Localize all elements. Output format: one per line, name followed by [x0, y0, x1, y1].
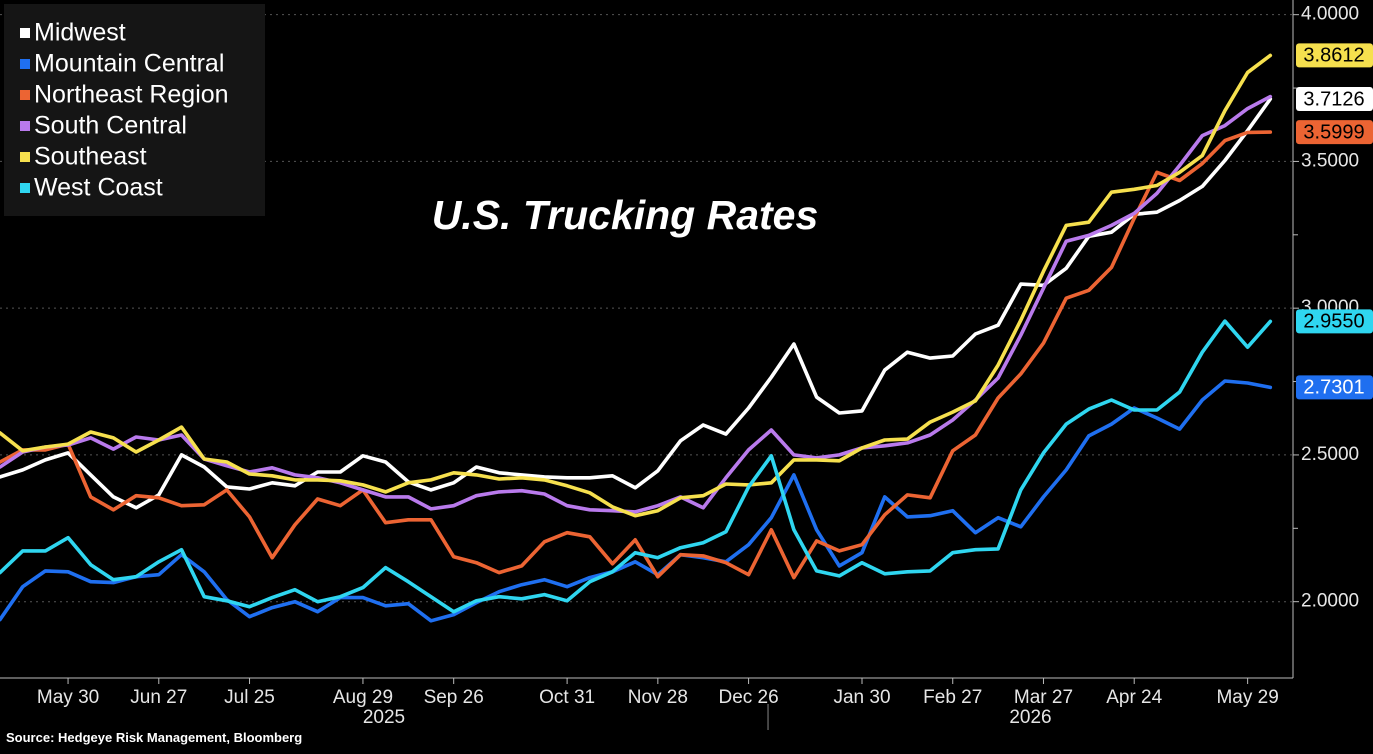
y-tick-label: 3.5000 [1301, 150, 1359, 171]
end-label: 3.8612 [1303, 45, 1364, 67]
x-tick-label: Feb 27 [923, 687, 982, 708]
legend-label: Mountain Central [34, 50, 224, 78]
end-label: 3.7126 [1303, 88, 1364, 110]
x-tick-label: Dec 26 [718, 687, 778, 708]
end-label: 3.5999 [1303, 121, 1364, 143]
series-line [0, 53, 1273, 518]
x-tick-label: Aug 29 [333, 687, 393, 708]
legend-label: Northeast Region [34, 81, 229, 109]
end-label: 2.7301 [1303, 377, 1364, 399]
x-tick-label: Sep 26 [424, 687, 484, 708]
x-tick-label: Mar 27 [1014, 687, 1073, 708]
end-label-box [1296, 87, 1373, 112]
end-label-box [1296, 120, 1373, 145]
series-line [0, 319, 1273, 614]
legend-swatch [20, 90, 30, 100]
series-line [0, 130, 1273, 580]
end-label-box [1296, 43, 1373, 68]
chart-title: U.S. Trucking Rates [432, 192, 819, 238]
legend: Midwest Mountain Central Northeast Region S… [4, 4, 265, 216]
y-tick-label: 2.0000 [1301, 591, 1359, 612]
x-year-label: 2026 [1009, 707, 1051, 728]
x-tick-label: Jul 25 [224, 687, 275, 708]
legend-label: Southeast [34, 143, 147, 171]
legend-swatch [20, 183, 30, 193]
x-tick-label: May 29 [1216, 687, 1278, 708]
x-tick-label: Jan 30 [833, 687, 890, 708]
legend-box [4, 4, 265, 216]
legend-label: Midwest [34, 19, 126, 47]
end-label-box [1296, 375, 1373, 400]
end-label-box [1296, 309, 1373, 334]
legend-swatch [20, 59, 30, 69]
source-note: Source: Hedgeye Risk Management, Bloombe… [6, 730, 302, 745]
legend-label: South Central [34, 112, 187, 140]
x-tick-label: May 30 [37, 687, 99, 708]
x-tick-label: Oct 31 [539, 687, 595, 708]
x-tick-label: Apr 24 [1106, 687, 1162, 708]
legend-swatch [20, 121, 30, 131]
y-tick-label: 2.5000 [1301, 444, 1359, 465]
x-tick-label: Jun 27 [130, 687, 187, 708]
legend-label: West Coast [34, 174, 163, 202]
series-line [0, 97, 1273, 510]
end-label: 2.9550 [1303, 311, 1364, 333]
legend-swatch [20, 152, 30, 162]
y-tick-label: 4.0000 [1301, 4, 1359, 25]
legend-swatch [20, 28, 30, 38]
x-tick-label: Nov 28 [628, 687, 688, 708]
x-year-label: 2025 [363, 707, 405, 728]
series-line [0, 379, 1273, 623]
